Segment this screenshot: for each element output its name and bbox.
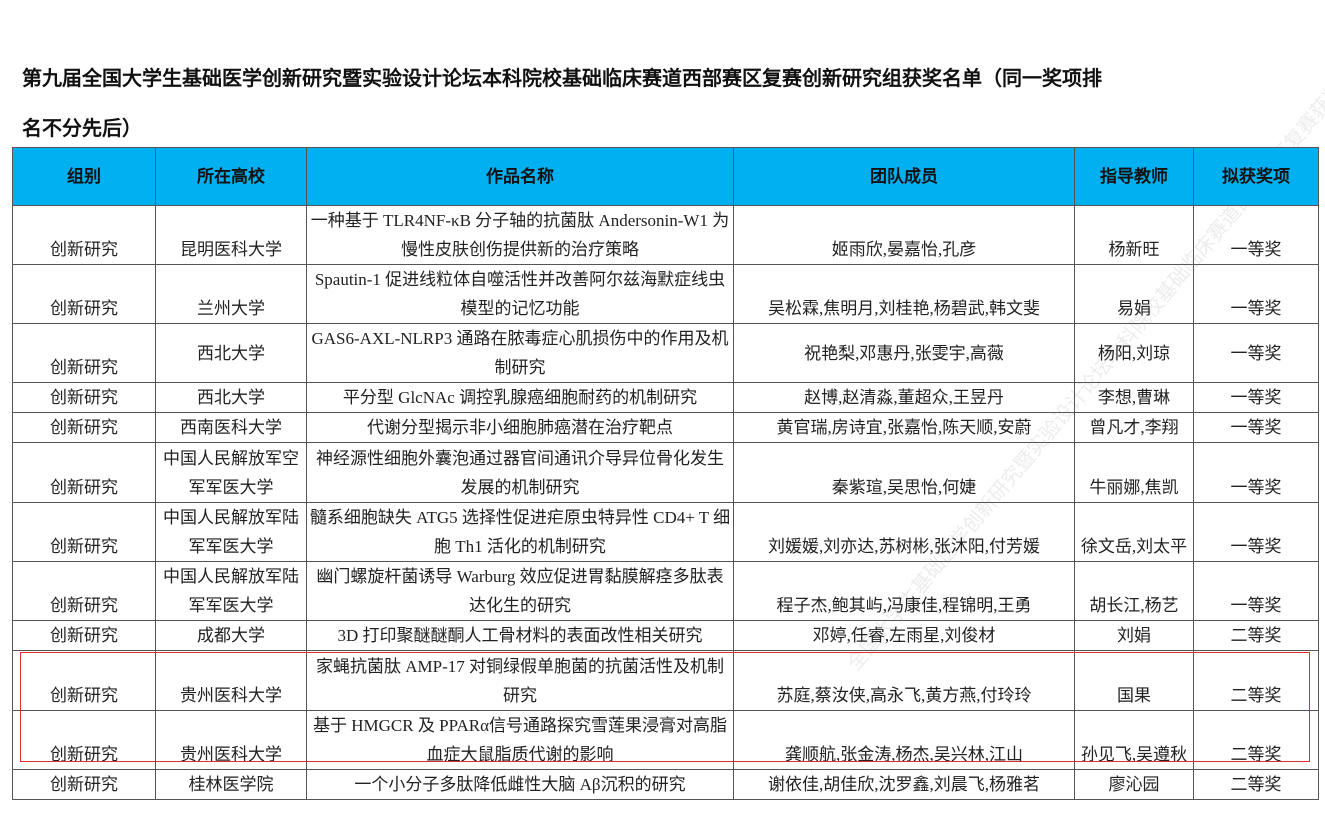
- advisor-cell: 杨阳,刘琼: [1074, 323, 1194, 383]
- group-cell: 创新研究: [12, 442, 156, 503]
- award-cell: 二等奖: [1193, 769, 1319, 800]
- school-cell: 中国人民解放军空军军医大学: [155, 442, 307, 503]
- group-cell: 创新研究: [12, 769, 156, 800]
- school-cell: 中国人民解放军陆军军医大学: [155, 561, 307, 621]
- award-cell: 一等奖: [1193, 205, 1319, 265]
- group-cell: 创新研究: [12, 264, 156, 324]
- group-cell: 创新研究: [12, 382, 156, 413]
- group-cell: 创新研究: [12, 502, 156, 562]
- school-cell: 西北大学: [155, 382, 307, 413]
- title-cell: 基于 HMGCR 及 PPARα信号通路探究雪莲果浸膏对高脂血症大鼠脂质代谢的影…: [306, 710, 734, 770]
- advisor-cell: 胡长江,杨艺: [1074, 561, 1194, 621]
- awards-table: 组别 所在高校 作品名称 团队成员 指导教师 拟获奖项 创新研究 昆明医科大学 一种…: [12, 147, 1319, 800]
- title-cell: 髓系细胞缺失 ATG5 选择性促进疟原虫特异性 CD4+ T 细胞 Th1 活化…: [306, 502, 734, 562]
- group-cell: 创新研究: [12, 620, 156, 651]
- table-row: 创新研究 贵州医科大学 家蝇抗菌肽 AMP-17 对铜绿假单胞菌的抗菌活性及机制研究…: [12, 650, 1319, 711]
- members-cell: 邓婷,任睿,左雨星,刘俊材: [733, 620, 1075, 651]
- advisor-cell: 孙见飞,吴遵秋: [1074, 710, 1194, 770]
- advisor-cell: 牛丽娜,焦凯: [1074, 442, 1194, 503]
- title-cell: 一种基于 TLR4NF-κB 分子轴的抗菌肽 Andersonin-W1 为慢性…: [306, 205, 734, 265]
- school-cell: 西南医科大学: [155, 412, 307, 443]
- award-cell: 一等奖: [1193, 264, 1319, 324]
- table-row: 创新研究 中国人民解放军空军军医大学 神经源性细胞外囊泡通过器官间通讯介导异位骨化发…: [12, 442, 1319, 503]
- advisor-cell: 杨新旺: [1074, 205, 1194, 265]
- group-cell: 创新研究: [12, 323, 156, 383]
- award-cell: 一等奖: [1193, 442, 1319, 503]
- school-cell: 兰州大学: [155, 264, 307, 324]
- title-cell: 代谢分型揭示非小细胞肺癌潜在治疗靶点: [306, 412, 734, 443]
- column-header-members: 团队成员: [733, 147, 1075, 206]
- table-row: 创新研究 西北大学 GAS6-AXL-NLRP3 通路在脓毒症心肌损伤中的作用及机制…: [12, 323, 1319, 383]
- members-cell: 吴松霖,焦明月,刘桂艳,杨碧武,韩文斐: [733, 264, 1075, 324]
- column-header-award: 拟获奖项: [1193, 147, 1319, 206]
- award-cell: 一等奖: [1193, 323, 1319, 383]
- school-cell: 成都大学: [155, 620, 307, 651]
- award-cell: 一等奖: [1193, 502, 1319, 562]
- title-cell: Spautin-1 促进线粒体自噬活性并改善阿尔兹海默症线虫模型的记忆功能: [306, 264, 734, 324]
- table-row: 创新研究 兰州大学 Spautin-1 促进线粒体自噬活性并改善阿尔兹海默症线虫模型…: [12, 264, 1319, 324]
- school-cell: 桂林医学院: [155, 769, 307, 800]
- column-header-advisor: 指导教师: [1074, 147, 1194, 206]
- members-cell: 苏庭,蔡汝侠,高永飞,黄方燕,付玲玲: [733, 650, 1075, 711]
- table-row: 创新研究 中国人民解放军陆军军医大学 髓系细胞缺失 ATG5 选择性促进疟原虫特异性…: [12, 502, 1319, 562]
- table-header-row: 组别 所在高校 作品名称 团队成员 指导教师 拟获奖项: [12, 147, 1319, 206]
- members-cell: 龚顺航,张金涛,杨杰,吴兴林,江山: [733, 710, 1075, 770]
- table-row: 创新研究 中国人民解放军陆军军医大学 幽门螺旋杆菌诱导 Warburg 效应促进胃黏…: [12, 561, 1319, 621]
- advisor-cell: 曾凡才,李翔: [1074, 412, 1194, 443]
- page-title-line-2: 名不分先后）: [22, 118, 142, 140]
- group-cell: 创新研究: [12, 205, 156, 265]
- members-cell: 姬雨欣,晏嘉怡,孔彦: [733, 205, 1075, 265]
- members-cell: 刘媛媛,刘亦达,苏树彬,张沐阳,付芳媛: [733, 502, 1075, 562]
- award-cell: 一等奖: [1193, 561, 1319, 621]
- column-header-group: 组别: [12, 147, 156, 206]
- table-row: 创新研究 西北大学 平分型 GlcNAc 调控乳腺癌细胞耐药的机制研究 赵博,赵清淼,…: [12, 382, 1319, 413]
- members-cell: 赵博,赵清淼,董超众,王昱丹: [733, 382, 1075, 413]
- title-cell: 3D 打印聚醚醚酮人工骨材料的表面改性相关研究: [306, 620, 734, 651]
- award-cell: 一等奖: [1193, 412, 1319, 443]
- advisor-cell: 刘娟: [1074, 620, 1194, 651]
- award-cell: 一等奖: [1193, 382, 1319, 413]
- award-cell: 二等奖: [1193, 710, 1319, 770]
- title-cell: 家蝇抗菌肽 AMP-17 对铜绿假单胞菌的抗菌活性及机制研究: [306, 650, 734, 711]
- school-cell: 贵州医科大学: [155, 650, 307, 711]
- members-cell: 祝艳梨,邓惠丹,张雯宇,高薇: [733, 323, 1075, 383]
- page-title-line-1: 第九届全国大学生基础医学创新研究暨实验设计论坛本科院校基础临床赛道西部赛区复赛创…: [22, 68, 1102, 90]
- members-cell: 谢依佳,胡佳欣,沈罗鑫,刘晨飞,杨雅茗: [733, 769, 1075, 800]
- title-cell: 神经源性细胞外囊泡通过器官间通讯介导异位骨化发生发展的机制研究: [306, 442, 734, 503]
- column-header-title: 作品名称: [306, 147, 734, 206]
- school-cell: 昆明医科大学: [155, 205, 307, 265]
- title-cell: 平分型 GlcNAc 调控乳腺癌细胞耐药的机制研究: [306, 382, 734, 413]
- school-cell: 中国人民解放军陆军军医大学: [155, 502, 307, 562]
- advisor-cell: 廖沁园: [1074, 769, 1194, 800]
- advisor-cell: 李想,曹琳: [1074, 382, 1194, 413]
- group-cell: 创新研究: [12, 412, 156, 443]
- group-cell: 创新研究: [12, 650, 156, 711]
- title-cell: GAS6-AXL-NLRP3 通路在脓毒症心肌损伤中的作用及机制研究: [306, 323, 734, 383]
- column-header-school: 所在高校: [155, 147, 307, 206]
- award-cell: 二等奖: [1193, 620, 1319, 651]
- table-row: 创新研究 桂林医学院 一个小分子多肽降低雌性大脑 Aβ沉积的研究 谢依佳,胡佳欣,沈罗…: [12, 769, 1319, 800]
- award-cell: 二等奖: [1193, 650, 1319, 711]
- group-cell: 创新研究: [12, 710, 156, 770]
- advisor-cell: 易娟: [1074, 264, 1194, 324]
- table-row: 创新研究 贵州医科大学 基于 HMGCR 及 PPARα信号通路探究雪莲果浸膏对高脂…: [12, 710, 1319, 770]
- table-row: 创新研究 西南医科大学 代谢分型揭示非小细胞肺癌潜在治疗靶点 黄官瑞,房诗宜,张嘉怡,…: [12, 412, 1319, 443]
- advisor-cell: 徐文岳,刘太平: [1074, 502, 1194, 562]
- title-cell: 幽门螺旋杆菌诱导 Warburg 效应促进胃黏膜解痉多肽表达化生的研究: [306, 561, 734, 621]
- title-cell: 一个小分子多肽降低雌性大脑 Aβ沉积的研究: [306, 769, 734, 800]
- school-cell: 贵州医科大学: [155, 710, 307, 770]
- members-cell: 黄官瑞,房诗宜,张嘉怡,陈天顺,安蔚: [733, 412, 1075, 443]
- table-row: 创新研究 昆明医科大学 一种基于 TLR4NF-κB 分子轴的抗菌肽 Anderso…: [12, 205, 1319, 265]
- members-cell: 程子杰,鲍其屿,冯康佳,程锦明,王勇: [733, 561, 1075, 621]
- group-cell: 创新研究: [12, 561, 156, 621]
- members-cell: 秦紫瑄,吴思怡,何婕: [733, 442, 1075, 503]
- table-row: 创新研究 成都大学 3D 打印聚醚醚酮人工骨材料的表面改性相关研究 邓婷,任睿,左雨星…: [12, 620, 1319, 651]
- advisor-cell: 国果: [1074, 650, 1194, 711]
- school-cell: 西北大学: [155, 323, 307, 383]
